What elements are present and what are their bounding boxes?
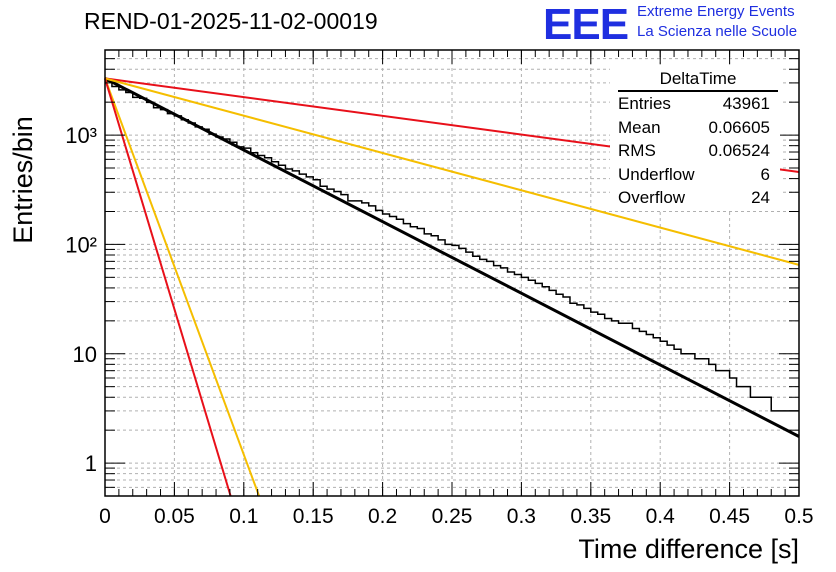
x-tick-label: 0.35 xyxy=(570,505,611,528)
x-tick-label: 0.4 xyxy=(646,505,676,528)
series-upper-fast-bound xyxy=(104,78,232,497)
axis-ticks xyxy=(104,49,800,497)
y-tick-label: 1 xyxy=(85,451,97,476)
stats-row-underflow: Underflow 6 xyxy=(610,163,780,187)
series-fit xyxy=(104,77,800,438)
fit-lines-group xyxy=(104,77,800,497)
x-tick-label: 0.15 xyxy=(293,505,334,528)
x-tick-label: 0.25 xyxy=(432,505,473,528)
stats-row-overflow: Overflow 24 xyxy=(610,186,780,210)
stats-label: Entries xyxy=(618,94,671,113)
stats-label: Mean xyxy=(618,117,661,137)
series-lower-slow-bound xyxy=(104,77,800,266)
x-tick-label: 0.3 xyxy=(507,505,536,528)
y-axis-label: Entries/bin xyxy=(8,116,38,244)
y-tick-label: 10 xyxy=(73,342,97,367)
stats-row-rms: RMS 0.06524 xyxy=(610,139,780,163)
series-lower-fast-bound xyxy=(104,78,261,497)
x-tick-label: 0.5 xyxy=(784,505,813,528)
stats-title: DeltaTime xyxy=(618,68,778,92)
stats-row-mean: Mean 0.06605 xyxy=(610,116,780,140)
stats-value: 24 xyxy=(751,188,770,207)
x-tick-label: 0.05 xyxy=(154,505,195,528)
x-tick-labels: 0 0.05 0.1 0.15 0.2 0.25 0.3 0.35 0.4 0.45 0.5 xyxy=(99,505,813,528)
stats-label: RMS xyxy=(618,141,656,160)
x-tick-label: 0.2 xyxy=(368,505,397,528)
logo-line-2: La Scienza nelle Scuole xyxy=(637,23,798,40)
logo-line-1: Extreme Energy Events xyxy=(637,3,795,20)
x-axis-label: Time difference [s] xyxy=(578,534,799,564)
y-tick-labels: 1 10 10² 10³ xyxy=(65,123,97,476)
y-tick-label: 10² xyxy=(65,232,97,257)
y-tick-label: 10³ xyxy=(65,123,97,148)
stats-box: DeltaTime Entries 43961 Mean 0.06605 RMS… xyxy=(610,68,780,210)
stats-value: 0.06524 xyxy=(708,141,770,160)
stats-row-entries: Entries 43961 xyxy=(610,92,780,116)
x-tick-label: 0.45 xyxy=(709,505,750,528)
x-tick-label: 0.1 xyxy=(229,505,258,528)
stats-value: 6 xyxy=(760,164,770,184)
stats-label: Underflow xyxy=(618,164,695,184)
x-tick-label: 0 xyxy=(99,505,111,528)
stats-value: 43961 xyxy=(722,94,770,113)
stats-label: Overflow xyxy=(618,188,686,207)
run-title: REND-01-2025-11-02-00019 xyxy=(84,8,378,34)
stats-value: 0.06605 xyxy=(708,117,770,137)
eee-logo: EEE xyxy=(543,0,629,49)
